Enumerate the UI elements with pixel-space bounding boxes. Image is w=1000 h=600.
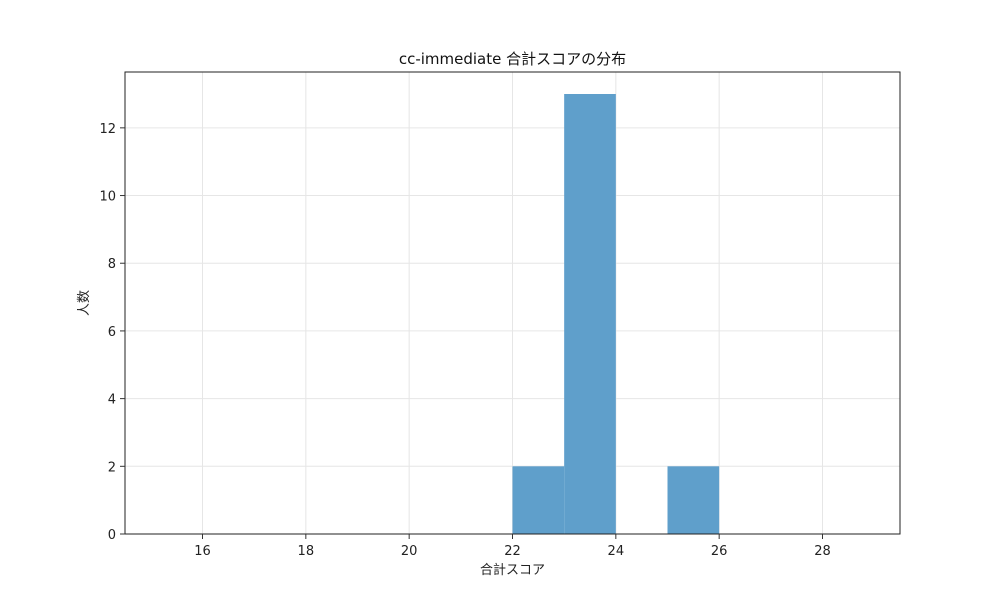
y-tick-label: 6 bbox=[108, 325, 116, 340]
x-tick-label: 28 bbox=[814, 544, 831, 559]
y-tick-label: 8 bbox=[108, 257, 116, 272]
y-tick-label: 4 bbox=[108, 393, 116, 408]
grid-layer bbox=[125, 72, 900, 535]
y-tick-label: 0 bbox=[108, 528, 116, 543]
y-tick-label: 2 bbox=[108, 460, 116, 475]
histogram-bar-0 bbox=[512, 466, 565, 534]
chart-title: cc-immediate 合計スコアの分布 bbox=[399, 50, 626, 68]
x-tick-label: 26 bbox=[711, 544, 728, 559]
x-axis-label: 合計スコア bbox=[480, 562, 545, 578]
x-tick-label: 22 bbox=[504, 544, 521, 559]
x-tick-label: 18 bbox=[298, 544, 315, 559]
bars-layer bbox=[512, 94, 720, 534]
y-axis-label: 人数 bbox=[77, 290, 92, 316]
histogram-bar-1 bbox=[564, 94, 616, 534]
x-tick-label: 16 bbox=[194, 544, 211, 559]
y-tick-label: 12 bbox=[99, 122, 116, 137]
x-tick-label: 20 bbox=[401, 544, 418, 559]
histogram-bar-3 bbox=[667, 466, 720, 534]
y-tick-label: 10 bbox=[99, 190, 116, 205]
x-tick-label: 24 bbox=[608, 544, 625, 559]
